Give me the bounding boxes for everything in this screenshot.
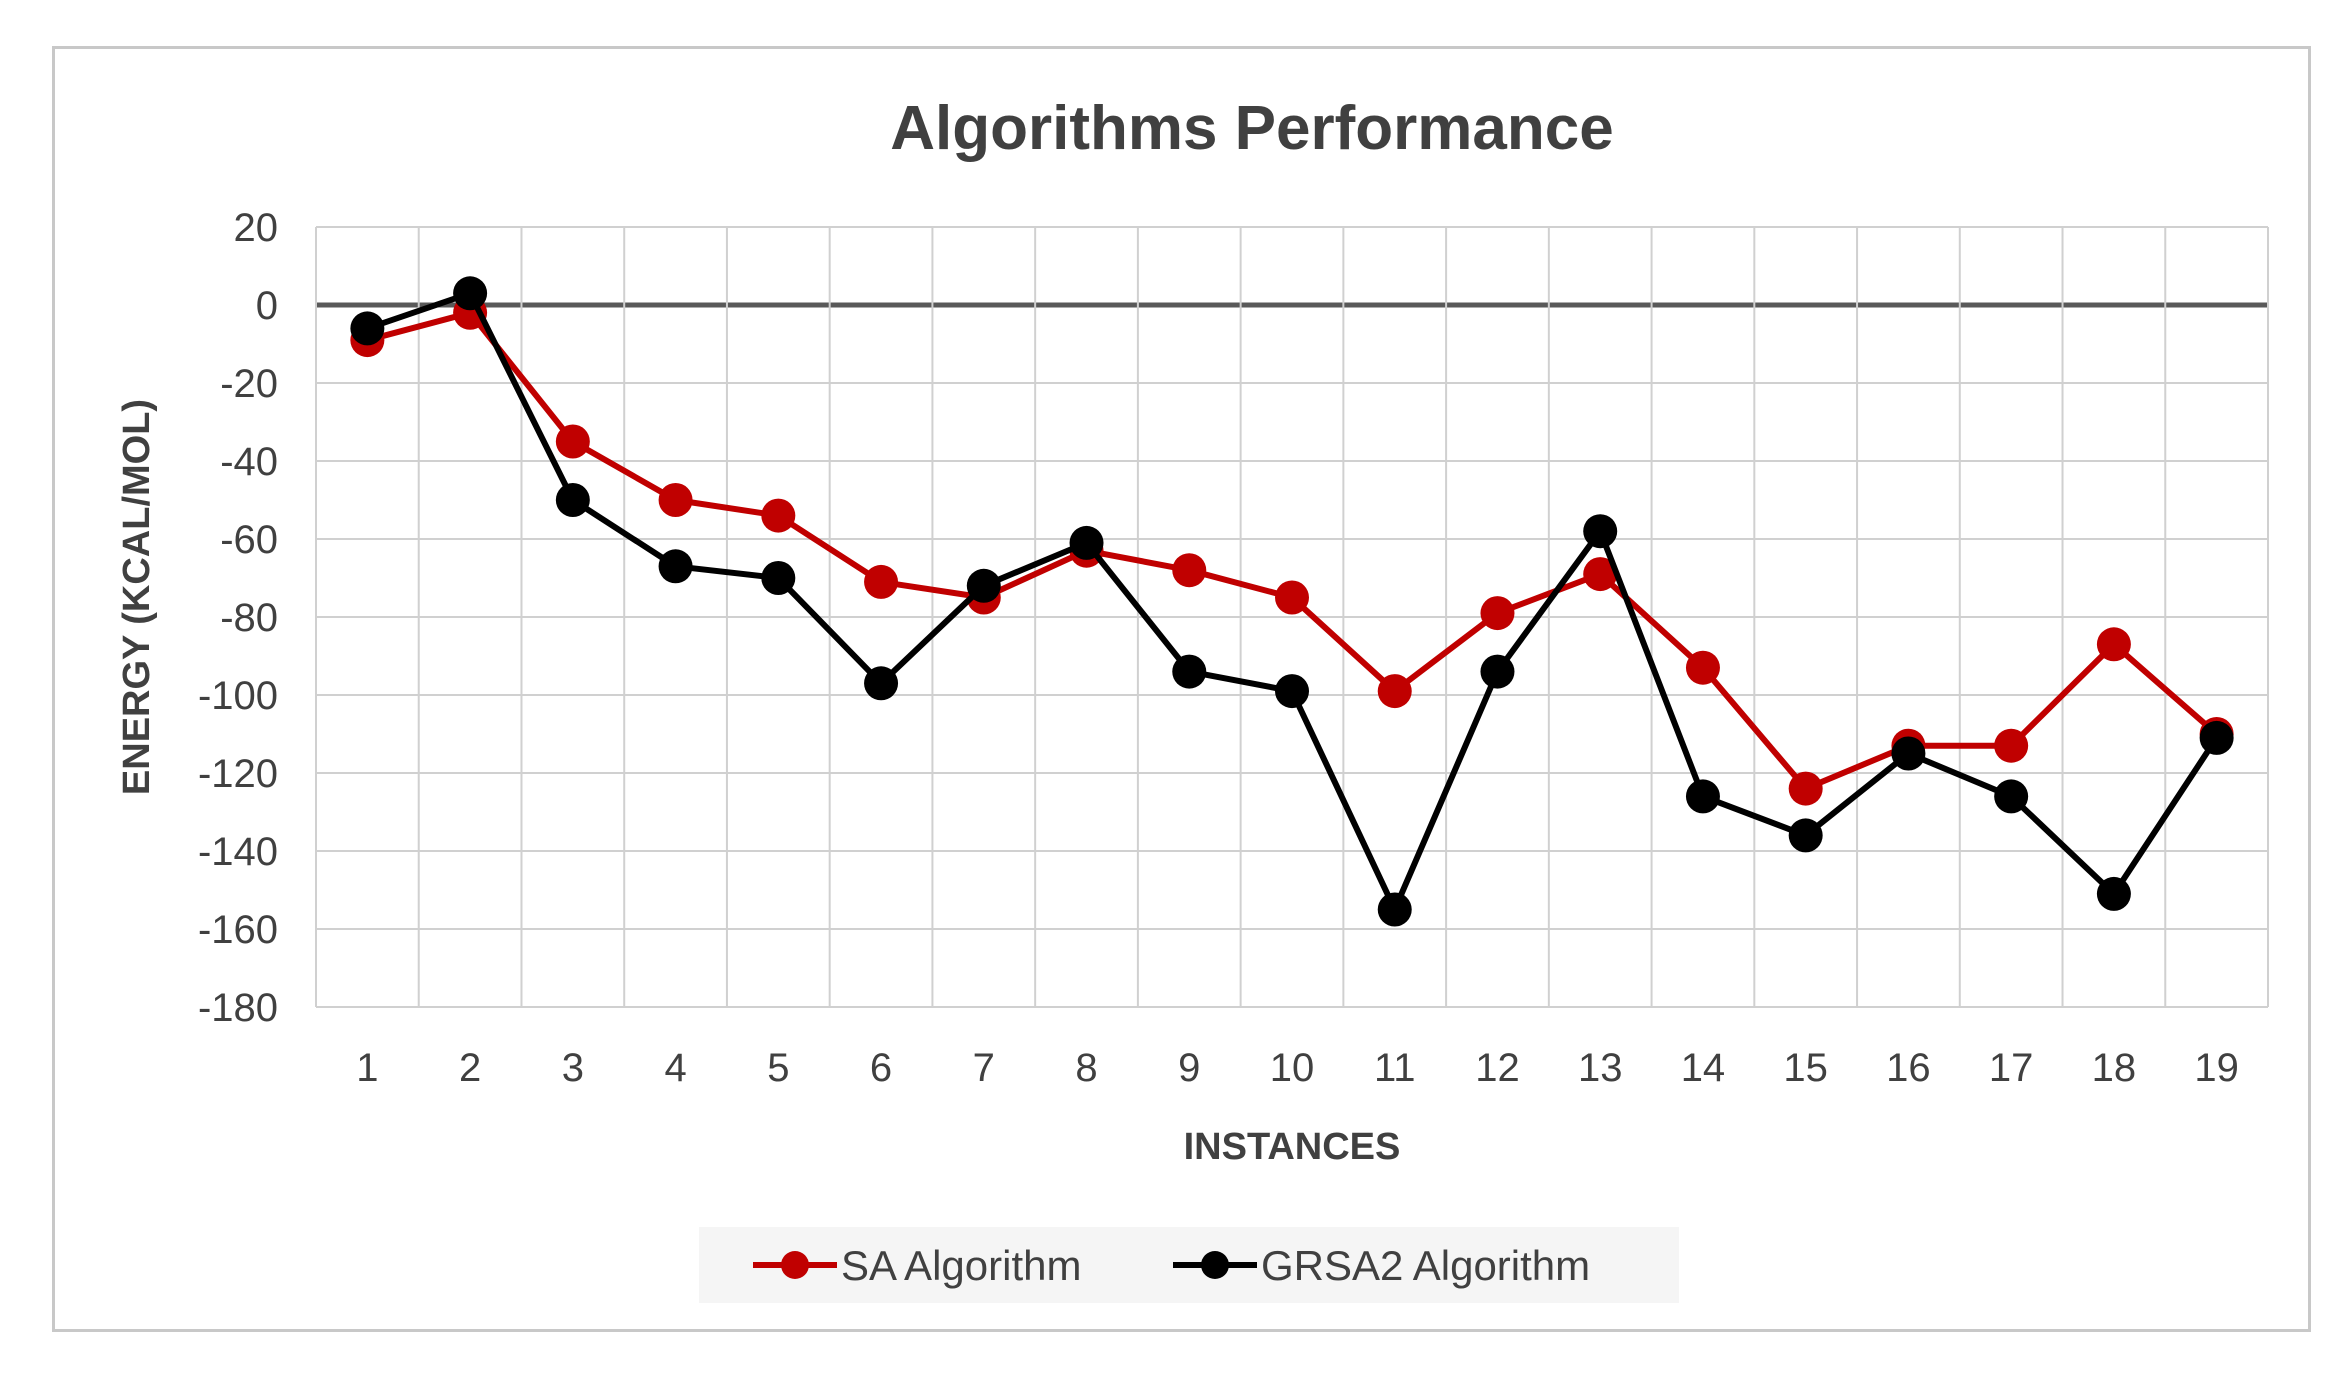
y-tick-label: -40 — [220, 440, 278, 484]
y-tick-label: -160 — [198, 908, 278, 952]
data-point — [1583, 514, 1618, 549]
x-tick-label: 10 — [1270, 1046, 1315, 1090]
line-chart: Algorithms Performance 20 0 -20 -40 -60 -80 -1… — [116, 94, 2269, 1303]
data-point — [1377, 892, 1412, 927]
legend-swatch-marker — [1201, 1251, 1229, 1279]
x-tick-label: 18 — [2092, 1046, 2137, 1090]
series-layer — [350, 276, 2234, 927]
x-tick-label: 16 — [1886, 1046, 1931, 1090]
data-point — [453, 276, 488, 311]
y-tick-label: -120 — [198, 752, 278, 796]
y-tick-label: -60 — [220, 518, 278, 562]
data-point — [1480, 654, 1515, 689]
series-line — [366, 309, 2219, 792]
data-point — [1275, 674, 1309, 709]
data-point — [555, 483, 590, 517]
data-point — [1994, 779, 2029, 814]
x-tick-label: 4 — [664, 1046, 686, 1090]
data-point — [1275, 580, 1309, 615]
data-point — [1788, 771, 1823, 806]
series-1 — [350, 295, 2234, 806]
x-tick-label: 13 — [1578, 1046, 1623, 1090]
series-2 — [350, 276, 2234, 927]
x-tick-label: 7 — [973, 1046, 995, 1090]
data-point — [1583, 557, 1618, 592]
y-tick-label: -180 — [198, 986, 278, 1030]
y-tick-label: 20 — [234, 206, 279, 250]
data-point — [864, 666, 899, 701]
data-point — [1891, 736, 1926, 771]
legend-swatch-marker — [781, 1251, 809, 1279]
data-point — [1685, 779, 1720, 814]
data-point — [350, 311, 385, 346]
data-point — [1172, 654, 1207, 689]
data-point — [658, 549, 693, 584]
y-tick-label: -80 — [220, 596, 278, 640]
legend: SA Algorithm GRSA2 Algorithm — [699, 1227, 1679, 1303]
y-tick-label: -20 — [220, 362, 278, 406]
data-point — [2199, 720, 2234, 755]
legend-label: GRSA2 Algorithm — [1261, 1242, 1590, 1289]
data-point — [864, 564, 899, 599]
data-point — [1480, 596, 1515, 631]
data-point — [658, 483, 693, 517]
y-axis-title: ENERGY (KCAL/MOL) — [116, 399, 158, 795]
data-point — [2096, 876, 2131, 911]
x-tick-label: 9 — [1178, 1046, 1200, 1090]
x-tick-label: 5 — [767, 1046, 789, 1090]
data-point — [1172, 553, 1207, 588]
y-tick-label: -140 — [198, 830, 278, 874]
data-point — [2096, 627, 2131, 662]
x-tick-label: 15 — [1783, 1046, 1828, 1090]
x-axis-title: INSTANCES — [1184, 1126, 1401, 1168]
chart-frame: Algorithms Performance 20 0 -20 -40 -60 -80 -1… — [52, 46, 2311, 1332]
data-point — [966, 568, 1001, 603]
data-point — [1685, 650, 1720, 685]
x-tick-label: 1 — [356, 1046, 378, 1090]
data-point — [761, 498, 796, 533]
x-axis-ticks: 1 2 3 4 5 6 7 8 9 10 11 12 13 14 15 16 17 18 19 — [356, 1046, 2239, 1090]
data-point — [1994, 728, 2029, 763]
chart-title: Algorithms Performance — [890, 94, 1614, 163]
legend-item: GRSA2 Algorithm — [1173, 1242, 1590, 1289]
x-tick-label: 6 — [870, 1046, 892, 1090]
x-tick-label: 14 — [1681, 1046, 1726, 1090]
x-tick-label: 19 — [2194, 1046, 2239, 1090]
y-tick-label: 0 — [256, 284, 278, 328]
grid — [315, 226, 2269, 1008]
x-tick-label: 3 — [562, 1046, 584, 1090]
x-tick-label: 17 — [1989, 1046, 2034, 1090]
x-tick-label: 11 — [1374, 1046, 1416, 1090]
data-point — [555, 424, 590, 459]
y-axis-ticks: 20 0 -20 -40 -60 -80 -100 -120 -140 -160 -180 — [198, 206, 278, 1030]
y-tick-label: -100 — [198, 674, 278, 718]
x-tick-label: 12 — [1475, 1046, 1520, 1090]
data-point — [761, 561, 796, 595]
x-tick-label: 8 — [1075, 1046, 1097, 1090]
data-point — [1377, 674, 1412, 709]
legend-label: SA Algorithm — [841, 1242, 1081, 1289]
legend-item: SA Algorithm — [753, 1242, 1081, 1289]
x-tick-label: 2 — [459, 1046, 481, 1090]
data-point — [1069, 525, 1104, 560]
data-point — [1788, 818, 1823, 853]
